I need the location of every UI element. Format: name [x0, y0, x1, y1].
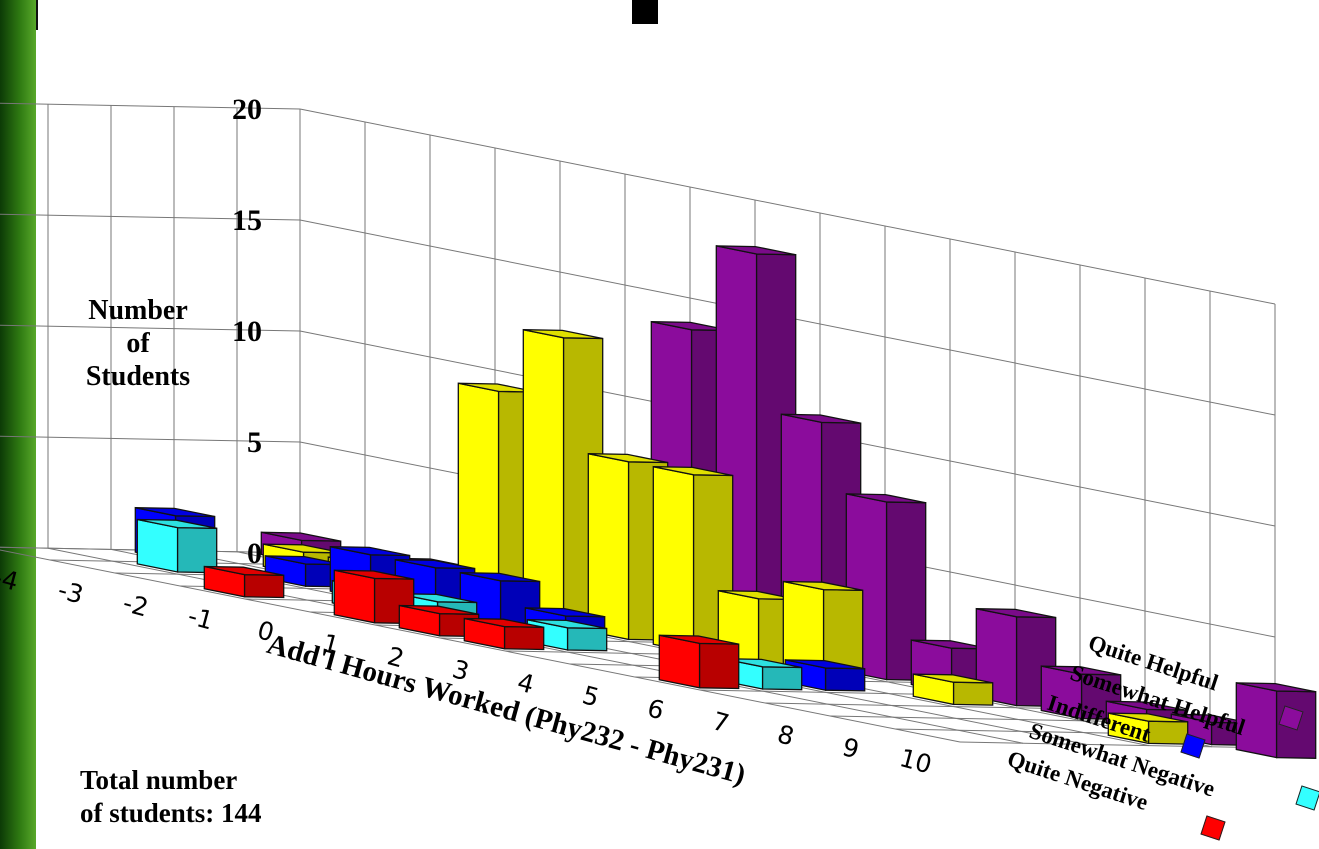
- bar-quite-negative-10: [658, 634, 740, 690]
- left-grid-hline: [0, 102, 301, 110]
- floor-grid-line: [764, 702, 1081, 710]
- total-note-line-1: Total number: [80, 765, 238, 795]
- x-tick-label: 2: [384, 641, 407, 673]
- floor-grid-line: [959, 741, 1276, 749]
- z-tick-label: 10: [232, 315, 262, 348]
- bar-somewhat-negative-1: [136, 518, 218, 574]
- bar-somewhat-helpful-5: [522, 328, 604, 628]
- x-tick-label: 9: [839, 732, 862, 764]
- x-tick-label: 1: [319, 628, 342, 660]
- x-tick-label: 5: [579, 680, 602, 712]
- x-tick-label: 8: [774, 719, 797, 751]
- bar-quite-negative-7: [463, 617, 545, 651]
- x-tick-label: 3: [449, 654, 472, 686]
- bar-indifferent-10: [784, 659, 866, 692]
- title-fragment: [632, 0, 658, 24]
- left-decorative-bar: [0, 0, 36, 849]
- z-tick-label: 20: [232, 93, 262, 126]
- bar-somewhat-helpful-7: [652, 465, 734, 654]
- total-students-note: Total number of students: 144: [80, 764, 262, 830]
- x-tick-label: 4: [514, 667, 537, 699]
- x-tick-label: -4: [0, 562, 21, 596]
- x-tick-label: -1: [185, 601, 217, 635]
- bar-somewhat-helpful-14: [1107, 712, 1189, 745]
- x-tick-label: -3: [55, 575, 87, 609]
- z-axis-label-line-2: of: [126, 328, 150, 359]
- z-tick-label: 5: [247, 426, 262, 459]
- z-tick-label: 15: [232, 204, 262, 237]
- x-tick-label: 10: [897, 743, 935, 779]
- floor-grid-line: [829, 715, 1146, 723]
- z-axis-ticks: 0 5 10 15 20: [232, 93, 262, 570]
- x-tick-label: 6: [644, 693, 667, 725]
- x-axis-ticks: -4 -3 -2 -1 0 1 2 3 4 5 6 7 8 9 10: [0, 562, 935, 779]
- left-wall-grid: [0, 102, 301, 554]
- z-axis-label: Number of Students: [48, 294, 228, 393]
- bars: [134, 245, 1317, 759]
- z-tick-label: 0: [247, 537, 262, 570]
- total-note-line-2: of students: 144: [80, 798, 262, 828]
- x-tick-label: 0: [254, 615, 277, 647]
- bar-somewhat-helpful-11: [912, 673, 994, 706]
- left-grid-hline: [0, 213, 301, 221]
- back-grid-hline: [299, 108, 1276, 305]
- bar-quite-helpful-15: [1235, 682, 1317, 759]
- z-axis-label-line-1: Number: [88, 295, 188, 326]
- floor-grid-line: [0, 549, 961, 743]
- x-tick-label: 7: [709, 706, 732, 738]
- z-axis-label-line-3: Students: [85, 361, 191, 392]
- bar-quite-negative-3: [203, 565, 285, 599]
- left-grid-hline: [0, 435, 301, 443]
- left-bar-edge: [36, 0, 38, 30]
- left-grid-hline: [0, 324, 301, 332]
- x-tick-label: -2: [120, 588, 152, 622]
